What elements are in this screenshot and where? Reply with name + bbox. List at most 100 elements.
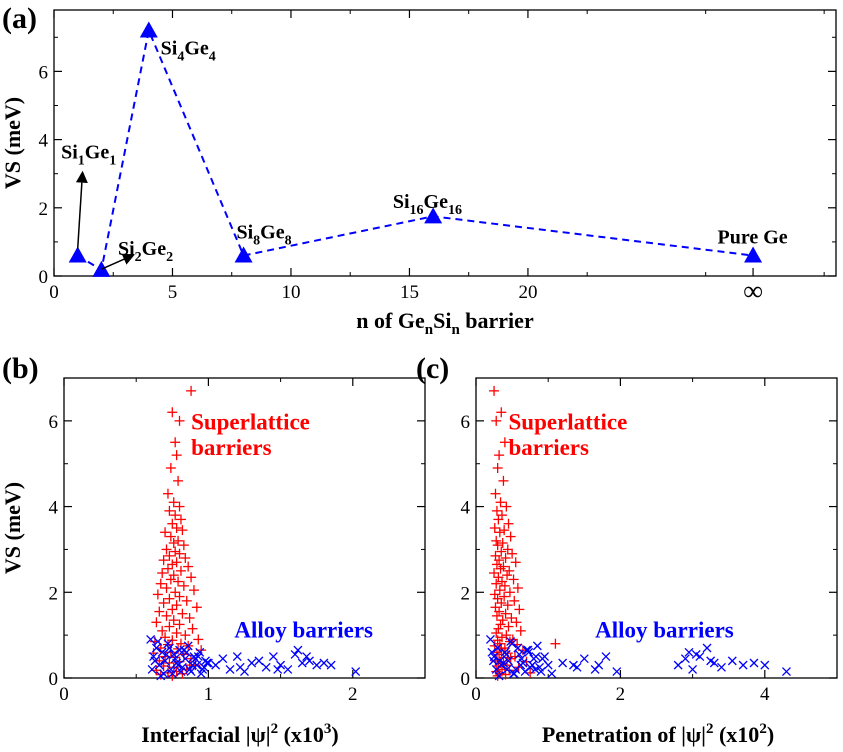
panel-c-cross-point-60 bbox=[691, 649, 701, 659]
panel-b-cross-point-56 bbox=[319, 658, 329, 668]
panel-b-cross-point-57 bbox=[326, 660, 336, 670]
panel-b-plus-point-27 bbox=[171, 557, 182, 568]
panel-c-plus-point-23 bbox=[507, 548, 518, 559]
panel-a-ytick-label-2: 4 bbox=[39, 131, 49, 152]
panel-a-point-5 bbox=[744, 246, 763, 263]
panel-b-cross-point-46 bbox=[247, 658, 257, 668]
panel-c-cross-point-56 bbox=[760, 660, 770, 670]
panel-c-cross-point-48 bbox=[688, 664, 698, 674]
panel-b-plus-point-49 bbox=[167, 604, 178, 615]
panel-b-label: (b) bbox=[2, 352, 39, 385]
panel-b-plus-point-51 bbox=[177, 608, 188, 619]
panel-b-cross-point-41 bbox=[211, 660, 221, 670]
panel-b-cross-point-30 bbox=[199, 662, 209, 672]
panel-c-cross-point-39 bbox=[547, 669, 557, 679]
panel-b-cross-point-25 bbox=[170, 654, 180, 664]
panel-c-cross-point-53 bbox=[727, 656, 737, 666]
panel-b-plus-point-28 bbox=[167, 559, 178, 570]
panel-b-xtick-label-2: 2 bbox=[348, 684, 358, 705]
panel-c-plus-point-35 bbox=[508, 574, 519, 585]
panel-c-cross-point-34 bbox=[509, 669, 519, 679]
panel-c-plus-point-66 bbox=[494, 638, 505, 649]
panel-b-plus-point-5 bbox=[165, 463, 176, 473]
panel-c-plus-point-57 bbox=[503, 621, 514, 632]
panel-b-plus-point-32 bbox=[157, 568, 168, 578]
panel-b-ytick-label-3: 6 bbox=[49, 412, 59, 433]
panel-b-plus-point-38 bbox=[178, 580, 189, 591]
panel-a-xtick-label-0: 0 bbox=[49, 282, 59, 303]
panel-b-plus-point-80 bbox=[164, 658, 175, 668]
panel-c-plus-point-38 bbox=[499, 580, 510, 591]
panel-b-cross-point-40 bbox=[202, 658, 212, 668]
panel-c-cross-point-2 bbox=[493, 643, 503, 653]
panel-c-cross-point-26 bbox=[520, 667, 530, 677]
panel-c-plus-point-56 bbox=[495, 619, 506, 630]
panel-b-annotation-0: Superlattice bbox=[191, 409, 310, 434]
panel-b-plus-point-24 bbox=[164, 550, 175, 561]
panel-b-cross-point-37 bbox=[185, 664, 195, 674]
panel-c-cross-point-0 bbox=[485, 634, 495, 644]
panel-b-plus-point-35 bbox=[165, 574, 176, 585]
panel-c-plus-point-55 bbox=[511, 617, 522, 628]
panel-a-ytick-label-1: 2 bbox=[39, 199, 49, 220]
panel-c-plus-point-50 bbox=[494, 606, 505, 617]
panel-c-plus-point-32 bbox=[489, 568, 500, 578]
panel-c-xtick-label-2: 4 bbox=[760, 684, 770, 705]
panel-b-plus-point-22 bbox=[170, 546, 181, 557]
panel-c-label: (c) bbox=[416, 352, 449, 385]
panel-b-plus-point-41 bbox=[170, 587, 181, 598]
panel-c-cross-point-20 bbox=[498, 658, 508, 668]
panel-c-plus-point-17 bbox=[505, 531, 516, 542]
panel-b-cross-point-31 bbox=[150, 656, 160, 666]
panel-b-cross-point-61 bbox=[235, 662, 245, 672]
panel-a-annotation-5: Pure Ge bbox=[718, 227, 788, 249]
panel-b-plus-point-25 bbox=[180, 553, 191, 563]
panel-c-plus-point-27 bbox=[510, 557, 521, 568]
panel-c-cross-point-52 bbox=[717, 662, 726, 672]
panel-c-cross-point-42 bbox=[579, 654, 589, 664]
panel-c-cross-point-29 bbox=[531, 652, 541, 662]
panel-b-ytick-label-2: 4 bbox=[49, 498, 59, 519]
panel-c-cross-point-28 bbox=[527, 660, 537, 670]
panel-a-point-3 bbox=[234, 246, 253, 263]
panel-b-plus-point-12 bbox=[175, 514, 186, 525]
panel-b-plus-point-78 bbox=[154, 655, 165, 666]
panel-c-plus-point-15 bbox=[499, 525, 510, 536]
panel-b-cross-point-62 bbox=[273, 664, 283, 674]
panel-b-plus-point-15 bbox=[177, 525, 188, 536]
panel-c-plus-point-75 bbox=[509, 651, 520, 662]
panel-c-plus-point-4 bbox=[494, 450, 505, 461]
panel-b-cross-point-28 bbox=[188, 660, 197, 670]
panel-b-plus-point-44 bbox=[164, 593, 175, 604]
panel-a-annotation-2: Si4Ge4 bbox=[161, 37, 216, 64]
panel-c-plus-point-8 bbox=[495, 497, 506, 508]
panel-b-cross-point-39 bbox=[196, 669, 206, 679]
panel-c-plus-point-9 bbox=[501, 501, 512, 512]
panel-c-ticks: 0 2 4 0 2 4 6 bbox=[461, 378, 837, 705]
panel-b-plus-point-52 bbox=[161, 610, 172, 621]
panel-b-plus-point-20 bbox=[178, 540, 189, 551]
panel-c-xlabel: Penetration of |ψ|2 (x102) bbox=[542, 721, 774, 747]
panel-c-cross-point-5 bbox=[504, 656, 513, 666]
panel-c-plus-point-91 bbox=[550, 638, 561, 649]
panel-a-ytick-label-3: 6 bbox=[39, 62, 49, 83]
panel-b-plus-point-48 bbox=[191, 602, 202, 613]
panel-b-cross-point-54 bbox=[305, 656, 314, 666]
panel-b-cross-point-44 bbox=[232, 652, 242, 662]
panel-c-plus-point-90 bbox=[492, 670, 503, 681]
panel-c-ytick-label-2: 4 bbox=[461, 498, 471, 519]
panel-c-cross-point-27 bbox=[524, 647, 534, 657]
panel-c-plus-point-7 bbox=[490, 488, 501, 499]
panel-b-plus-point-43 bbox=[174, 591, 185, 602]
panel-b-plus-point-47 bbox=[171, 600, 182, 611]
panel-c-plus-point-43 bbox=[499, 591, 510, 602]
panel-b-cross-point-53 bbox=[297, 658, 307, 668]
panel-b-plus-point-3 bbox=[170, 437, 181, 448]
panel-b-cross-point-35 bbox=[173, 660, 183, 670]
panel-a-ylabel: VS (meV) bbox=[0, 97, 25, 189]
panel-c-plus-point-61 bbox=[501, 630, 512, 641]
